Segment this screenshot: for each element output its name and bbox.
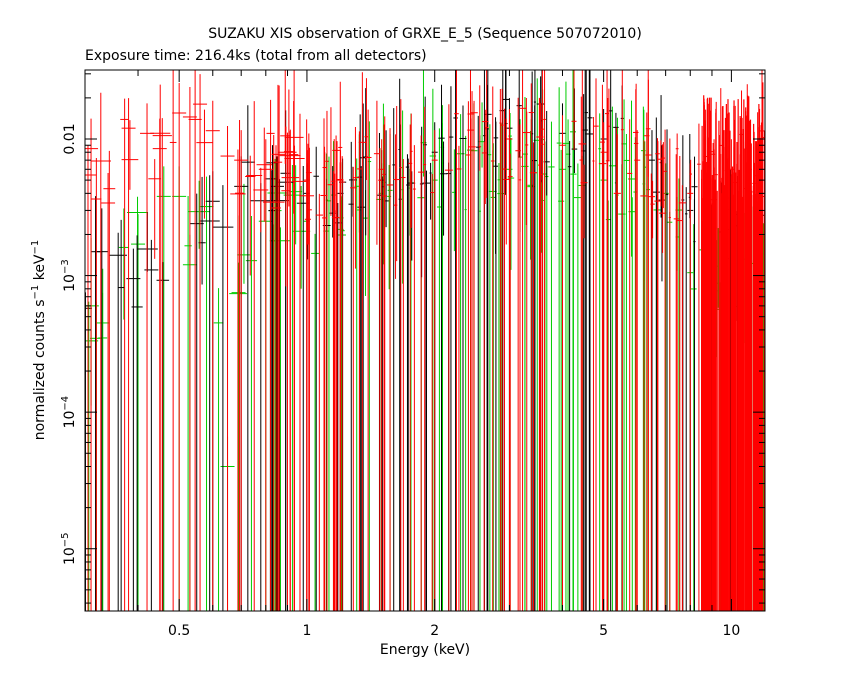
series-red-highE — [701, 95, 763, 611]
y-axis-label: normalized counts s−1 keV−1 — [30, 240, 48, 441]
plot-area — [85, 70, 765, 611]
y-tick-label: 0.01 — [62, 123, 78, 154]
plot-frame — [84, 69, 766, 612]
y-axis-label-mid: keV — [32, 254, 48, 285]
y-tick-label: 10−5 — [60, 532, 78, 565]
y-axis-label-prefix: normalized counts s — [32, 299, 48, 440]
x-tick-label: 2 — [430, 623, 439, 639]
x-tick-label: 0.5 — [168, 623, 190, 639]
x-tick-label: 5 — [599, 623, 608, 639]
y-axis-label-exp1: −1 — [30, 285, 41, 300]
y-axis-label-exp2: −1 — [30, 240, 41, 255]
x-tick-label: 10 — [722, 623, 740, 639]
chart-title: SUZAKU XIS observation of GRXE_E_5 (Sequ… — [208, 26, 642, 42]
axis-ticks: 0.5 1 2 5 10 10−5 10−4 10−3 0.01 — [60, 70, 765, 639]
x-tick-label: 1 — [302, 623, 311, 639]
y-tick-label: 10−3 — [60, 259, 78, 292]
chart-subtitle: Exposure time: 216.4ks (total from all d… — [85, 48, 427, 64]
y-tick-label: 10−4 — [60, 396, 78, 429]
x-axis-label: Energy (keV) — [380, 642, 470, 658]
